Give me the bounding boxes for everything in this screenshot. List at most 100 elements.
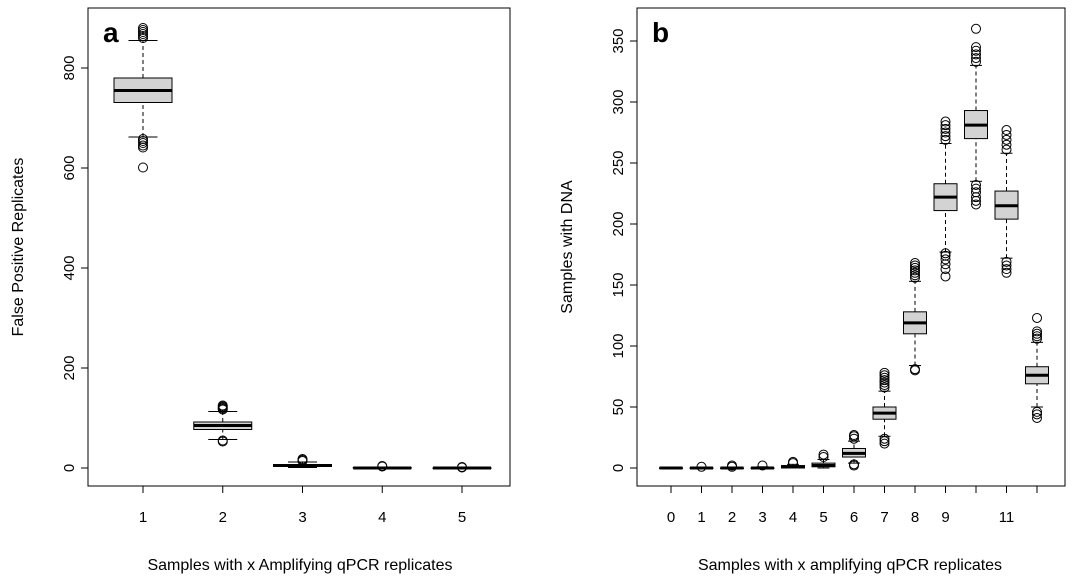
axes: 0 50 100 150 200 250 300 350 0 1 2 3 4 5 6 7 8 9 11 bbox=[610, 28, 1038, 526]
x-tick-label: 3 bbox=[298, 509, 306, 526]
box-6 bbox=[842, 430, 866, 471]
outlier-point bbox=[757, 460, 768, 471]
outlier-point bbox=[940, 248, 951, 259]
y-axis-label: False Positive Replicates bbox=[10, 158, 27, 337]
x-tick-label: 7 bbox=[880, 509, 888, 526]
plot-frame bbox=[87, 7, 511, 487]
outlier-point bbox=[910, 267, 920, 278]
outlier-point bbox=[377, 461, 388, 471]
outlier-point bbox=[138, 23, 148, 33]
outlier-point bbox=[879, 433, 890, 444]
y-tick-label: 200 bbox=[610, 211, 627, 236]
panel-label: b bbox=[652, 17, 669, 48]
outlier-point bbox=[879, 372, 890, 383]
outlier-point bbox=[297, 454, 308, 464]
y-tick-label: 50 bbox=[610, 399, 627, 416]
outlier-point bbox=[910, 364, 920, 375]
outlier-point bbox=[879, 380, 890, 391]
x-tick-label: 3 bbox=[758, 509, 766, 526]
y-axis-label: Samples with DNA bbox=[559, 180, 576, 314]
y-tick-label: 150 bbox=[610, 272, 627, 297]
box-0 bbox=[659, 466, 683, 470]
outlier-point bbox=[910, 258, 920, 269]
outlier-point bbox=[1032, 331, 1042, 342]
outlier-point bbox=[940, 131, 951, 142]
y-tick-label: 300 bbox=[610, 89, 627, 114]
outlier-point bbox=[971, 187, 981, 198]
box-9 bbox=[933, 116, 958, 282]
outlier-point bbox=[879, 370, 890, 381]
x-tick-label: 6 bbox=[850, 509, 858, 526]
x-axis-label: Samples with x Amplifying qPCR replicate… bbox=[147, 557, 452, 574]
outlier-point bbox=[1001, 256, 1012, 267]
outlier-point bbox=[940, 271, 951, 282]
outlier-point bbox=[696, 461, 707, 472]
outlier-point bbox=[910, 265, 920, 276]
box-2 bbox=[720, 460, 744, 472]
outlier-point bbox=[727, 460, 737, 471]
y-tick-label: 250 bbox=[610, 150, 627, 175]
outlier-point bbox=[1001, 264, 1012, 275]
panel-b: b Samples with DNA Samples with x amplif… bbox=[559, 7, 1066, 574]
box-5 bbox=[811, 449, 836, 469]
axes: 0 200 400 600 800 1 2 3 4 5 bbox=[61, 55, 466, 526]
y-tick-label: 200 bbox=[61, 355, 78, 380]
outlier-point bbox=[940, 123, 951, 134]
boxes bbox=[113, 23, 492, 473]
y-tick-label: 0 bbox=[610, 464, 627, 472]
outlier-point bbox=[879, 367, 890, 378]
outlier-point bbox=[910, 260, 920, 271]
outlier-point bbox=[1001, 134, 1012, 145]
box-3 bbox=[273, 454, 332, 468]
outlier-point bbox=[879, 377, 890, 388]
outlier-point bbox=[1032, 409, 1042, 420]
plot-frame bbox=[636, 7, 1066, 487]
x-tick-label: 5 bbox=[458, 509, 466, 526]
y-tick-label: 100 bbox=[610, 333, 627, 358]
x-tick-label: 2 bbox=[728, 509, 736, 526]
outlier-point bbox=[849, 459, 859, 470]
box-4 bbox=[352, 461, 412, 472]
box-3 bbox=[750, 460, 775, 471]
outlier-point bbox=[1001, 144, 1012, 155]
panel-label: a bbox=[103, 17, 119, 48]
outlier-point bbox=[971, 23, 981, 34]
outlier-point bbox=[940, 127, 951, 138]
outlier-point bbox=[971, 56, 981, 67]
outlier-point bbox=[940, 250, 951, 261]
outlier-point bbox=[1032, 328, 1042, 339]
x-tick-label: 9 bbox=[941, 509, 949, 526]
outlier-point bbox=[849, 430, 859, 441]
x-tick-label: 1 bbox=[697, 509, 705, 526]
outlier-point bbox=[1001, 139, 1012, 150]
box-1 bbox=[689, 461, 714, 472]
x-tick-label: 8 bbox=[911, 509, 919, 526]
x-tick-label: 4 bbox=[789, 509, 797, 526]
outlier-point bbox=[1032, 406, 1042, 417]
y-tick-label: 350 bbox=[610, 28, 627, 53]
x-axis-label: Samples with x amplifying qPCR replicate… bbox=[698, 557, 1002, 574]
box-8 bbox=[903, 258, 927, 376]
outlier-point bbox=[217, 435, 228, 446]
outlier-point bbox=[1032, 326, 1042, 337]
outlier-point bbox=[818, 449, 829, 460]
x-tick-label: 5 bbox=[819, 509, 827, 526]
outlier-point bbox=[940, 134, 951, 145]
outlier-point bbox=[138, 162, 148, 173]
outlier-point bbox=[940, 116, 951, 127]
outlier-point bbox=[940, 120, 951, 131]
outlier-point bbox=[138, 134, 148, 144]
outlier-point bbox=[910, 270, 920, 281]
x-tick-label: 4 bbox=[378, 509, 386, 526]
outlier-point bbox=[971, 179, 981, 190]
outlier-point bbox=[879, 436, 890, 447]
boxes bbox=[659, 23, 1049, 472]
outlier-point bbox=[1001, 125, 1012, 136]
outlier-point bbox=[971, 45, 981, 56]
outlier-point bbox=[971, 42, 981, 53]
x-tick-label: 1 bbox=[139, 509, 147, 526]
box-12 bbox=[1025, 312, 1049, 423]
outlier-point bbox=[1001, 260, 1012, 271]
outlier-point bbox=[457, 462, 467, 472]
